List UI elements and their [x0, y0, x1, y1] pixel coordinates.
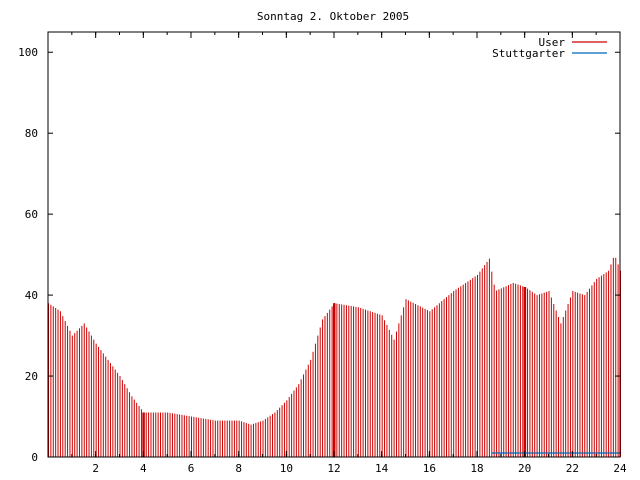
tick-marks	[48, 32, 621, 458]
x-tick-label: 18	[470, 462, 483, 475]
x-tick-label: 10	[280, 462, 293, 475]
legend: User Stuttgarter	[492, 36, 607, 60]
legend-label-user: User	[539, 36, 566, 49]
y-tick-label: 100	[18, 46, 38, 59]
x-tick-label: 8	[235, 462, 242, 475]
highlight-bar	[142, 412, 145, 457]
x-tick-label: 22	[566, 462, 579, 475]
y-tick-label: 60	[25, 208, 38, 221]
y-tick-label: 20	[25, 370, 38, 383]
x-tick-label: 16	[423, 462, 436, 475]
user-series-bars	[48, 257, 621, 457]
x-tick-label: 6	[188, 462, 195, 475]
highlight-bar	[523, 287, 527, 457]
x-tick-label: 20	[518, 462, 531, 475]
x-tick-label: 2	[92, 462, 99, 475]
x-tick-label: 12	[327, 462, 340, 475]
x-tick-label: 4	[140, 462, 147, 475]
highlight-bar	[333, 303, 336, 457]
y-tick-label: 80	[25, 127, 38, 140]
x-tick-label: 24	[613, 462, 627, 475]
y-tick-label: 40	[25, 289, 38, 302]
legend-label-stuttgarter: Stuttgarter	[492, 47, 565, 60]
y-tick-label: 0	[31, 451, 38, 464]
chart-title: Sonntag 2. Oktober 2005	[257, 10, 409, 23]
x-tick-label: 14	[375, 462, 389, 475]
